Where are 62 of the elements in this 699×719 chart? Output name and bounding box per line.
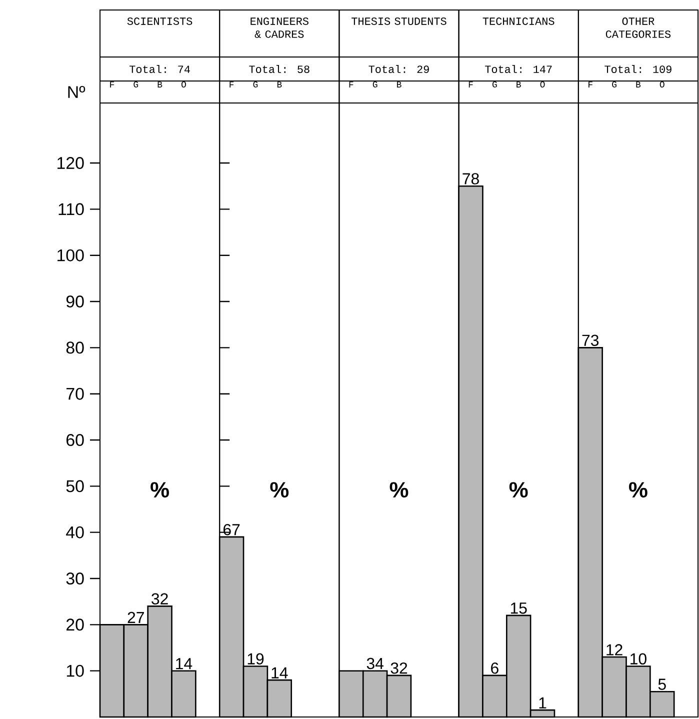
y-tick-label: 10 <box>66 664 84 677</box>
y-tick-label: 60 <box>66 434 84 446</box>
annotation: 67 <box>224 524 240 536</box>
annotation: 27 <box>128 612 144 623</box>
x-tick-label: O <box>181 81 186 88</box>
annotation: 32 <box>390 662 408 674</box>
annotation: % <box>270 482 289 498</box>
annotation: % <box>509 482 528 498</box>
annotation: 1 <box>539 697 546 708</box>
y-tick-label: 100 <box>58 249 84 262</box>
annotation: 32 <box>152 593 168 605</box>
annotation: 73 <box>582 334 599 346</box>
annotation: 34 <box>366 658 384 670</box>
annotation: 6 <box>491 662 498 674</box>
x-tick-label: B <box>636 82 641 88</box>
chart-title: OTHER CATEGORIES <box>606 18 671 38</box>
y-tick-label: 50 <box>66 480 84 492</box>
x-tick-label: G <box>492 81 497 88</box>
y-tick-label: 90 <box>66 296 84 308</box>
y-tick-label: 20 <box>66 618 84 631</box>
chart-subtitle: Total: 74 <box>130 64 190 74</box>
chart-subtitle: Total: 58 <box>249 64 310 74</box>
chart-title: SCIENTISTS <box>127 18 192 25</box>
annotation: 15 <box>510 602 527 614</box>
x-tick-label: B <box>277 82 282 88</box>
x-tick-label: G <box>253 81 258 88</box>
y-tick-label: 120 <box>58 157 84 170</box>
x-tick-label: B <box>158 82 162 88</box>
x-tick-label: B <box>397 82 402 88</box>
annotation: 19 <box>248 653 264 665</box>
chart-subtitle: Total: 109 <box>604 64 672 74</box>
annotation: % <box>390 482 408 498</box>
x-tick-label: G <box>134 81 138 88</box>
annotation: % <box>150 482 169 498</box>
x-tick-label: F <box>588 82 592 88</box>
x-tick-label: F <box>349 82 354 88</box>
x-tick-label: F <box>110 82 114 88</box>
x-tick-label: F <box>468 82 473 88</box>
x-tick-label: G <box>372 81 378 88</box>
annotation: 10 <box>630 653 646 665</box>
chart-title: THESIS STUDENTS <box>352 18 446 25</box>
y-tick-label: 110 <box>58 203 84 216</box>
y-tick-label: 40 <box>66 526 84 538</box>
x-tick-label: B <box>516 82 521 88</box>
y-tick-label: 70 <box>66 388 84 400</box>
annotation: % <box>629 482 648 498</box>
y-axis-title: Nº <box>68 86 86 98</box>
x-tick-label: O <box>540 81 545 88</box>
x-tick-label: F <box>230 82 234 88</box>
chart-subtitle: Total: 147 <box>485 64 552 74</box>
annotation: 78 <box>462 173 479 184</box>
annotation: 14 <box>176 658 192 670</box>
y-tick-label: 80 <box>66 342 84 354</box>
y-tick-label: 30 <box>66 572 84 585</box>
chart-subtitle: Total: 29 <box>368 64 429 74</box>
annotation: 12 <box>606 644 622 656</box>
chart-title: ENGINEERS & CADRES <box>250 18 308 38</box>
x-tick-label: G <box>612 81 616 88</box>
x-tick-label: O <box>660 81 664 88</box>
annotation: 14 <box>272 667 288 678</box>
annotation: 5 <box>658 678 666 690</box>
chart-title: TECHNICIANS <box>482 18 554 25</box>
